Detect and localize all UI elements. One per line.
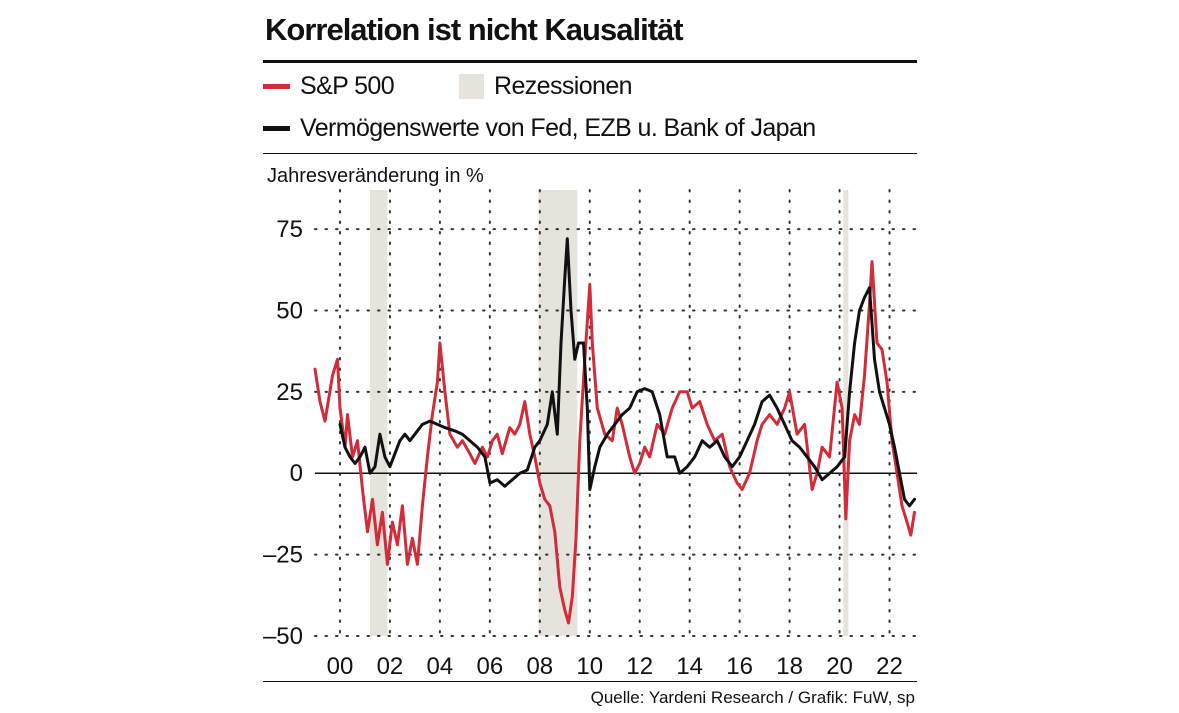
x-axis-ticks: 00 02 04 06 08 10 12 14 16 18 20 22 [327,653,903,680]
x-tick-label-9: 18 [776,653,803,680]
series-line-central-bank-assets [338,237,916,508]
recession-band-2 [843,190,849,636]
legend-label-recessions: Rezessionen [494,72,633,100]
x-tick-label-2: 04 [427,653,454,680]
legend-item-recessions: Rezessionen [459,72,633,101]
y-tick-label-5: –50 [263,623,303,650]
legend-swatch-assets [263,126,290,131]
x-tick-label-7: 14 [676,653,703,680]
title-divider [263,60,917,63]
y-tick-label-2: 25 [276,379,303,406]
x-tick-label-11: 22 [876,653,903,680]
source-note: Quelle: Yardeni Research / Grafik: FuW, … [590,688,915,707]
legend-item-sp500: S&P 500 [263,72,395,101]
x-tick-label-4: 08 [526,653,553,680]
legend-swatch-recessions [459,74,484,99]
recession-band-0 [369,190,388,636]
x-tick-label-10: 20 [826,653,853,680]
x-tick-label-0: 00 [327,653,354,680]
x-tick-label-8: 16 [726,653,753,680]
line-chart: 75 50 25 0 –25 –50 00 02 04 06 08 10 12 14 16 18 20 22 J… [263,165,917,680]
y-tick-label-0: 75 [276,216,303,243]
legend-swatch-sp500 [263,84,290,89]
y-axis-label: Jahresveränderung in % [267,165,484,187]
x-tick-label-3: 06 [477,653,504,680]
series-lines [313,237,916,625]
chart-panel: Korrelation ist nicht Kausalität S&P 500… [263,0,917,713]
legend-item-assets: Vermögenswerte von Fed, EZB u. Bank of J… [263,114,816,143]
plot-bottom-rule [263,681,917,682]
y-axis-ticks: 75 50 25 0 –25 –50 [263,216,303,650]
series-line-sp500 [313,260,916,625]
x-tick-label-1: 02 [377,653,404,680]
chart-title: Korrelation ist nicht Kausalität [265,12,684,47]
y-tick-label-4: –25 [263,542,303,569]
y-tick-label-1: 50 [276,297,303,324]
y-tick-label-3: 0 [290,460,303,487]
x-tick-label-6: 12 [626,653,653,680]
recession-bands [369,190,849,636]
x-tick-label-5: 10 [576,653,603,680]
legend-label-assets: Vermögenswerte von Fed, EZB u. Bank of J… [300,114,816,142]
legend-label-sp500: S&P 500 [300,72,395,100]
plot-top-rule [263,153,917,154]
